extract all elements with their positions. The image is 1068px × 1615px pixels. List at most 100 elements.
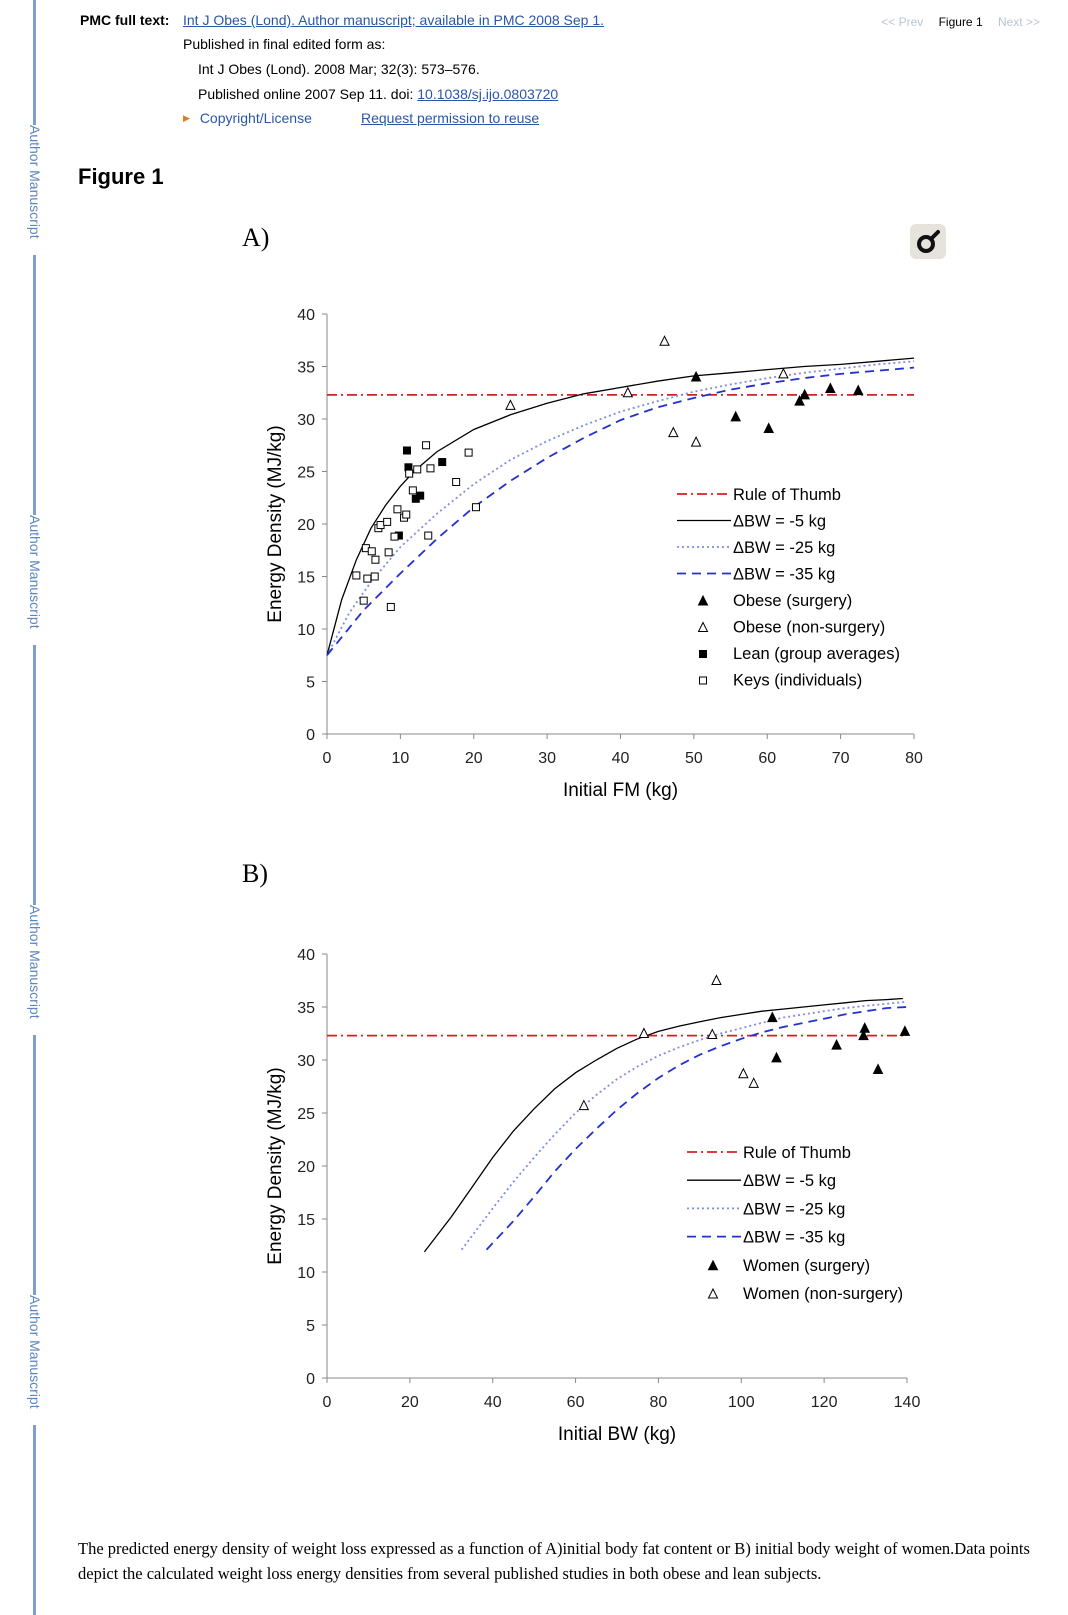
- legend-label: Women (surgery): [743, 1257, 870, 1275]
- data-point-3: [422, 441, 431, 450]
- y-tick-label: 15: [297, 1212, 315, 1229]
- x-tick-label: 20: [465, 750, 483, 767]
- series-line-3: [326, 366, 915, 656]
- legend-swatch-marker: [697, 621, 709, 632]
- author-manuscript-label: Author Manuscript: [27, 1295, 43, 1425]
- y-tick-label: 15: [297, 570, 315, 587]
- y-tick-label: 10: [297, 622, 315, 639]
- permission-link[interactable]: Request permission to reuse: [361, 110, 540, 126]
- data-point-0: [794, 395, 805, 406]
- data-point-3: [367, 547, 376, 556]
- data-point-3: [393, 505, 402, 514]
- x-tick-label: 20: [401, 1394, 419, 1411]
- legend-label: ΔBW = -35 kg: [733, 566, 835, 584]
- data-point-3: [390, 532, 399, 541]
- next-link[interactable]: Next >>: [997, 15, 1040, 29]
- data-point-3: [408, 486, 417, 495]
- x-tick-label: 80: [650, 1394, 668, 1411]
- pmc-label: PMC full text:: [80, 12, 170, 28]
- y-tick-label: 5: [306, 675, 315, 692]
- series-line-2: [460, 1000, 908, 1251]
- x-tick-label: 60: [567, 1394, 585, 1411]
- legend-label: Obese (non-surgery): [733, 619, 885, 637]
- y-tick-label: 40: [297, 307, 315, 324]
- author-manuscript-label: Author Manuscript: [27, 515, 43, 645]
- data-point-3: [424, 531, 433, 540]
- x-tick-label: 60: [758, 750, 776, 767]
- data-point-3: [370, 572, 379, 581]
- data-point-1: [748, 1077, 760, 1088]
- legend-label: Keys (individuals): [733, 672, 862, 690]
- data-point-3: [405, 469, 414, 478]
- y-axis-label: Energy Density (MJ/kg): [265, 425, 286, 622]
- magnify-button[interactable]: [910, 224, 946, 259]
- data-point-0: [852, 384, 864, 396]
- y-tick-label: 30: [297, 412, 315, 429]
- x-tick-label: 120: [811, 1394, 838, 1411]
- legend-label: Lean (group averages): [733, 645, 900, 663]
- y-tick-label: 35: [297, 360, 315, 377]
- legend-label: Rule of Thumb: [733, 486, 841, 504]
- legend-label: ΔBW = -35 kg: [743, 1229, 845, 1247]
- data-point-3: [471, 503, 480, 512]
- legend-label: Rule of Thumb: [743, 1144, 851, 1162]
- citation-text: Int J Obes (Lond). 2008 Mar; 32(3): 573–…: [198, 61, 480, 77]
- triangle-right-icon: ▶: [183, 113, 190, 123]
- x-tick-label: 80: [905, 750, 923, 767]
- x-tick-label: 10: [391, 750, 409, 767]
- published-online-text: Published online 2007 Sep 11. doi:: [198, 86, 418, 102]
- legend-swatch-marker: [697, 594, 709, 606]
- data-point-3: [371, 555, 380, 564]
- legend-swatch-marker: [707, 1287, 719, 1299]
- copyright-row[interactable]: ▶ Copyright/License: [183, 110, 312, 126]
- chart-panel-a: A) 0 5 10 15 20 25 30 35 40 0 10 20 30 40 50 60 70 80 Initi…: [242, 223, 923, 801]
- data-point-0: [690, 370, 702, 382]
- data-point-0: [730, 410, 742, 422]
- legend-label: ΔBW = -25 kg: [733, 539, 835, 557]
- source-link[interactable]: Int J Obes (Lond). Author manuscript; av…: [183, 12, 605, 28]
- prev-link[interactable]: << Prev: [881, 15, 924, 29]
- data-point-0: [858, 1029, 869, 1041]
- x-tick-label: 40: [612, 750, 630, 767]
- y-tick-label: 30: [297, 1053, 315, 1070]
- data-point-1: [738, 1067, 749, 1079]
- legend-label: ΔBW = -25 kg: [743, 1200, 845, 1218]
- author-manuscript-label: Author Manuscript: [27, 125, 43, 255]
- y-tick-label: 40: [297, 947, 315, 964]
- data-point-0: [825, 382, 836, 394]
- y-tick-label: 25: [297, 465, 315, 482]
- data-point-0: [831, 1039, 842, 1050]
- x-tick-label: 0: [323, 750, 332, 767]
- legend-swatch-marker: [699, 676, 707, 685]
- y-tick-label: 25: [297, 1106, 315, 1123]
- data-point-1: [659, 335, 670, 346]
- data-point-0: [799, 388, 810, 400]
- series-line-3: [485, 1006, 908, 1251]
- y-tick-label: 5: [306, 1318, 315, 1335]
- x-tick-label: 100: [728, 1394, 755, 1411]
- data-point-1: [505, 399, 516, 410]
- x-axis-label: Initial FM (kg): [563, 780, 678, 801]
- data-point-3: [359, 596, 368, 605]
- x-tick-label: 50: [685, 750, 703, 767]
- data-point-2: [438, 458, 447, 467]
- doi-link[interactable]: 10.1038/sj.ijo.0803720: [417, 86, 559, 102]
- data-point-3: [452, 478, 461, 486]
- figure-nav: << Prev Figure 1 Next >>: [881, 15, 1040, 29]
- x-tick-label: 0: [323, 1394, 332, 1411]
- data-point-3: [413, 465, 422, 474]
- data-point-1: [706, 1028, 718, 1040]
- data-point-1: [668, 426, 679, 438]
- data-point-3: [426, 464, 435, 473]
- legend-label: Women (non-surgery): [743, 1285, 903, 1303]
- copyright-link[interactable]: Copyright/License: [199, 110, 312, 126]
- data-point-1: [778, 367, 789, 379]
- data-point-1: [638, 1027, 650, 1038]
- data-point-0: [899, 1025, 911, 1036]
- x-tick-label: 40: [484, 1394, 502, 1411]
- legend-label: ΔBW = -5 kg: [743, 1172, 836, 1190]
- figure-title: Figure 1: [78, 164, 164, 189]
- data-point-3: [352, 571, 361, 580]
- x-tick-label: 30: [538, 750, 556, 767]
- y-tick-label: 20: [297, 517, 315, 534]
